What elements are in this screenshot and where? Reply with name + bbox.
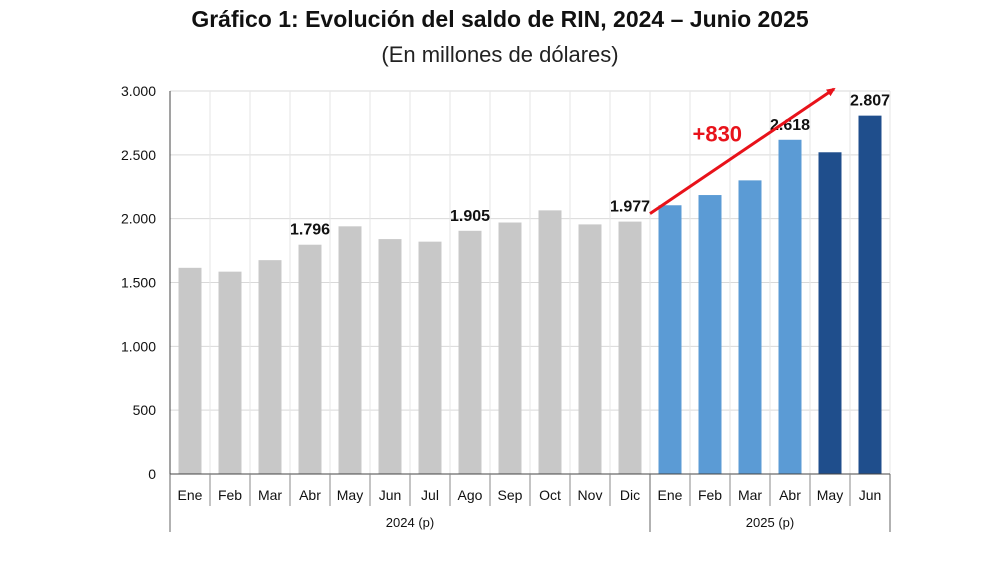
x-tick-label: May	[337, 487, 363, 503]
y-tick-label: 1.500	[121, 275, 156, 291]
bar-13	[658, 205, 682, 475]
x-tick-label: Ago	[458, 487, 483, 503]
data-label: 2.807	[850, 93, 890, 110]
x-tick-label: Mar	[258, 487, 282, 503]
x-tick-label: May	[817, 487, 843, 503]
bar-17	[818, 152, 842, 474]
x-tick-label: Feb	[218, 487, 242, 503]
bar-12	[618, 221, 642, 474]
bar-11	[578, 224, 602, 474]
data-label: 1.796	[290, 222, 330, 239]
bar-3	[258, 260, 282, 474]
growth-annotation: +830	[649, 87, 836, 215]
bar-6	[378, 239, 402, 474]
bar-16	[778, 139, 802, 474]
bar-9	[498, 222, 522, 474]
y-tick-label: 500	[133, 402, 157, 418]
bar-8	[458, 230, 482, 474]
bar-18	[858, 115, 882, 475]
x-tick-label: Abr	[779, 487, 801, 503]
group-label: 2025 (p)	[746, 515, 794, 530]
x-tick-label: Jun	[379, 487, 402, 503]
bar-7	[418, 241, 442, 474]
bar-2	[218, 271, 242, 474]
x-axis: Ene Feb Mar Abr May Jun Jul Ago Sep Oct Nov Dic Ene F…	[169, 473, 891, 532]
data-label: 1.977	[610, 199, 650, 216]
x-tick-label: Dic	[620, 487, 640, 503]
y-tick-label: 0	[148, 466, 156, 482]
x-tick-label: Sep	[498, 487, 523, 503]
bar-4	[298, 244, 322, 474]
data-labels: 1.796 1.905 1.977 2.618 2.807	[290, 93, 890, 239]
y-axis: 0 500 1.000 1.500 2.000 2.500 3.000	[121, 83, 171, 482]
bars	[178, 115, 882, 475]
x-tick-label: Abr	[299, 487, 321, 503]
y-tick-label: 1.000	[121, 338, 156, 354]
data-label: 1.905	[450, 208, 490, 225]
x-tick-label: Jul	[421, 487, 439, 503]
x-tick-label: Oct	[539, 487, 561, 503]
bar-10	[538, 210, 562, 474]
growth-label: +830	[692, 121, 742, 146]
x-tick-label: Jun	[859, 487, 882, 503]
growth-arrow	[649, 87, 836, 215]
bar-1	[178, 267, 202, 474]
x-tick-label: Mar	[738, 487, 762, 503]
y-tick-label: 3.000	[121, 83, 156, 99]
bar-14	[698, 195, 722, 474]
chart-subtitle: (En millones de dólares)	[381, 42, 619, 67]
x-tick-label: Ene	[178, 487, 203, 503]
y-tick-label: 2.500	[121, 147, 156, 163]
chart-title: Gráfico 1: Evolución del saldo de RIN, 2…	[191, 6, 809, 32]
data-label: 2.618	[770, 117, 810, 134]
bar-5	[338, 226, 362, 474]
y-tick-label: 2.000	[121, 211, 156, 227]
x-tick-label: Feb	[698, 487, 722, 503]
x-tick-label: Nov	[578, 487, 603, 503]
x-tick-label: Ene	[658, 487, 683, 503]
bar-15	[738, 180, 762, 474]
group-label: 2024 (p)	[386, 515, 434, 530]
